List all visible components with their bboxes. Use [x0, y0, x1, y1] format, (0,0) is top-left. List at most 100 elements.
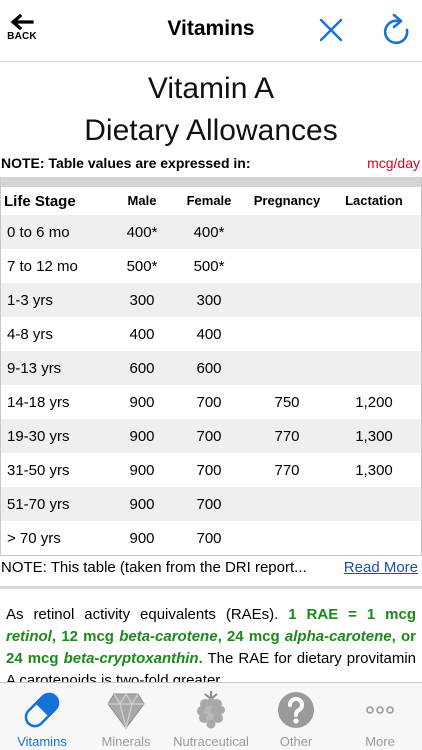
heading-vitamin-name: Vitamin A — [147, 72, 275, 105]
tab-nutraceutical[interactable]: Nutraceutical — [169, 683, 253, 750]
refresh-button[interactable] — [381, 13, 411, 46]
desc-alpha-carotene: alpha-carotene — [284, 628, 392, 645]
cell-male: 900 — [129, 496, 155, 513]
table-row: 14-18 yrs 900 700 750 1,200 — [1, 385, 421, 419]
capsule-icon — [24, 692, 60, 728]
table-row: 7 to 12 mo 500* 500* — [1, 249, 421, 283]
cell-pregnancy: 750 — [274, 394, 300, 411]
desc-eq1: 1 RAE = 1 mcg — [288, 606, 416, 623]
cell-lactation: 1,300 — [355, 462, 393, 479]
cell-male: 900 — [129, 428, 155, 445]
cell-male: 900 — [129, 462, 155, 479]
close-icon — [319, 18, 343, 42]
desc-beta-cryptoxanthin: beta-cryptoxanthin — [63, 650, 199, 667]
back-arrow-icon — [10, 14, 34, 30]
tab-other[interactable]: Other — [254, 683, 338, 750]
cell-male: 300 — [129, 292, 155, 309]
table-top-bar — [1, 177, 421, 187]
description-section: As retinol activity equivalents (RAEs). … — [0, 586, 422, 682]
cell-pregnancy: 770 — [274, 462, 300, 479]
desc-eq5: . — [198, 650, 203, 667]
tab-bar: Vitamins Minerals Nutraceutical Other — [0, 682, 422, 750]
cell-life-stage: > 70 yrs — [7, 530, 61, 547]
cell-life-stage: 1-3 yrs — [7, 292, 53, 309]
table-row: 9-13 yrs 600 600 — [1, 351, 421, 385]
cell-female: 700 — [196, 428, 222, 445]
back-label: BACK — [7, 31, 37, 42]
cell-life-stage: 51-70 yrs — [7, 496, 70, 513]
more-dots-icon — [366, 706, 394, 714]
tab-vitamins[interactable]: Vitamins — [0, 683, 84, 750]
desc-eq4: , or 24 mcg — [6, 628, 416, 667]
cell-female: 400* — [193, 224, 225, 241]
heading-subtitle: Dietary Allowances — [84, 114, 338, 147]
cell-life-stage: 31-50 yrs — [7, 462, 70, 479]
back-button[interactable]: BACK — [6, 14, 38, 48]
table-row: 31-50 yrs 900 700 770 1,300 — [1, 453, 421, 487]
dri-note-text: NOTE: This table (taken from the DRI rep… — [1, 559, 307, 576]
header-life-stage: Life Stage — [4, 193, 76, 210]
diamond-icon — [107, 692, 145, 729]
cell-male: 900 — [129, 530, 155, 547]
cell-female: 400 — [196, 326, 222, 343]
cell-male: 900 — [129, 394, 155, 411]
desc-beta-carotene: beta-carotene — [119, 628, 218, 645]
page-title: Vitamins — [167, 17, 255, 40]
desc-rae-equivalence: 1 RAE = 1 mcg retinol, 12 mcg beta-carot… — [6, 606, 416, 667]
tab-label-more: More — [365, 734, 395, 749]
tab-label-vitamins: Vitamins — [17, 734, 67, 749]
unit-note-label: NOTE: Table values are expressed in: — [1, 155, 251, 171]
dri-note: NOTE: This table (taken from the DRI rep… — [0, 555, 422, 579]
cell-male: 500* — [126, 258, 158, 275]
description-text: As retinol activity equivalents (RAEs). … — [6, 604, 416, 682]
header-male: Male — [127, 193, 157, 208]
table-row: > 70 yrs 900 700 — [1, 521, 421, 555]
cell-life-stage: 4-8 yrs — [7, 326, 53, 343]
unit-note: NOTE: Table values are expressed in: mcg… — [0, 154, 422, 174]
table-row: 51-70 yrs 900 700 — [1, 487, 421, 521]
desc-eq2: , 12 mcg — [51, 628, 114, 645]
cell-female: 700 — [196, 462, 222, 479]
cell-life-stage: 7 to 12 mo — [7, 258, 78, 275]
desc-eq3: , 24 mcg — [217, 628, 280, 645]
content-area[interactable]: Vitamin A Dietary Allowances NOTE: Table… — [0, 62, 422, 682]
refresh-icon — [383, 13, 409, 45]
allowance-table: Life Stage Male Female Pregnancy Lactati… — [0, 177, 422, 555]
cell-lactation: 1,200 — [355, 394, 393, 411]
table-header-row: Life Stage Male Female Pregnancy Lactati… — [1, 187, 421, 215]
navigation-bar: BACK Vitamins — [0, 0, 422, 62]
cell-female: 600 — [196, 360, 222, 377]
cell-life-stage: 19-30 yrs — [7, 428, 70, 445]
table-row: 19-30 yrs 900 700 770 1,300 — [1, 419, 421, 453]
close-button[interactable] — [317, 16, 345, 44]
tab-minerals[interactable]: Minerals — [84, 683, 168, 750]
desc-intro: As retinol activity equivalents (RAEs). — [6, 606, 279, 623]
cell-male: 600 — [129, 360, 155, 377]
cell-life-stage: 14-18 yrs — [7, 394, 70, 411]
question-icon — [278, 692, 314, 728]
cell-female: 300 — [196, 292, 222, 309]
cell-male: 400* — [126, 224, 158, 241]
unit-value: mcg/day — [367, 155, 420, 171]
desc-rest: The RAE for dietary provitamin A caroten… — [6, 650, 416, 682]
table-row: 1-3 yrs 300 300 — [1, 283, 421, 317]
table-row: 4-8 yrs 400 400 — [1, 317, 421, 351]
cell-lactation: 1,300 — [355, 428, 393, 445]
cell-pregnancy: 770 — [274, 428, 300, 445]
cell-life-stage: 0 to 6 mo — [7, 224, 70, 241]
cell-female: 500* — [193, 258, 225, 275]
desc-retinol: retinol — [6, 628, 52, 645]
header-lactation: Lactation — [345, 193, 403, 208]
tab-label-minerals: Minerals — [101, 734, 151, 749]
tab-label-other: Other — [279, 734, 313, 749]
table-row: 0 to 6 mo 400* 400* — [1, 215, 421, 249]
cell-life-stage: 9-13 yrs — [7, 360, 62, 377]
tab-label-nutraceutical: Nutraceutical — [173, 734, 249, 749]
tab-more[interactable]: More — [338, 683, 422, 750]
cell-female: 700 — [196, 496, 222, 513]
header-pregnancy: Pregnancy — [253, 193, 321, 208]
cell-female: 700 — [196, 530, 222, 547]
header-female: Female — [186, 193, 232, 208]
cell-female: 700 — [196, 394, 222, 411]
read-more-link[interactable]: Read More — [343, 559, 418, 576]
